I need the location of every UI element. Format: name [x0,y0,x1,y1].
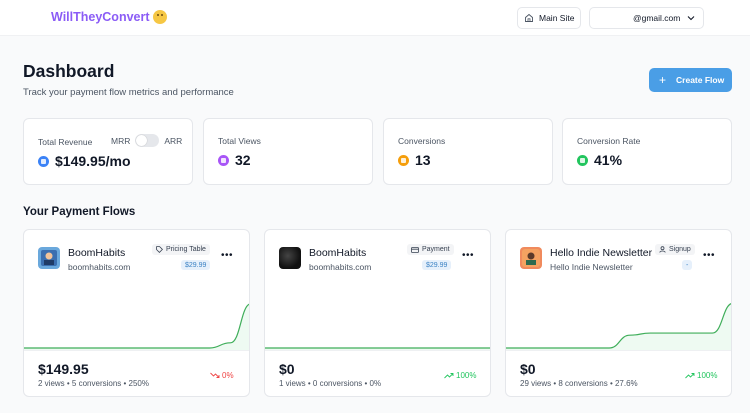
flow-card[interactable]: Hello Indie Newsletter Hello Indie Newsl… [505,229,732,397]
flow-name: Hello Indie Newsletter [550,247,653,259]
plus-icon: + [659,73,667,87]
sparkline-area [24,304,249,350]
divider [265,350,490,351]
stat-value-row: 41% [577,152,622,168]
flow-trend-value: 100% [697,371,718,380]
percent-icon [577,154,588,166]
app-logo[interactable]: WillTheyConvert [51,10,167,24]
mrr-arr-toggle[interactable] [135,134,160,147]
sparkline-line [506,303,731,349]
flow-trend: 100% [685,371,717,380]
flow-domain: boomhabits.com [309,262,372,272]
flow-trend: 100% [444,371,476,380]
more-options-icon[interactable]: ••• [703,250,716,261]
create-flow-label: Create Flow [676,75,725,85]
toggle-left-label: MRR [111,135,131,146]
flow-type-label: Pricing Table [166,246,206,253]
flow-card[interactable]: BoomHabits boomhabits.com Payment $29.99… [264,229,491,397]
stat-conversions: Conversions 13 [383,118,553,185]
stat-conversion-rate: Conversion Rate 41% [562,118,732,185]
dollar-icon [38,155,49,167]
flow-price-badge: $29.99 [181,260,211,270]
trending-up-icon [685,373,695,379]
bomb-avatar-icon [279,247,301,269]
trending-down-icon [210,372,220,378]
main-site-button[interactable]: Main Site [517,7,581,29]
mrr-arr-toggle-group: MRR ARR [111,134,182,147]
flow-amount: $0 [279,361,295,377]
flow-name: BoomHabits [68,247,126,259]
flow-meta: 29 views • 8 conversions • 27.6% [520,379,638,388]
divider [24,350,249,351]
flow-trend-value: 0% [222,371,234,380]
chevron-down-icon [687,16,695,21]
flow-amount: $149.95 [38,361,89,377]
flow-sparkline [24,304,249,350]
users-icon [218,154,229,166]
flow-price-badge: - [682,260,693,270]
page-title: Dashboard [23,61,115,81]
thinking-face-icon [152,10,167,24]
stat-value: 13 [415,152,431,168]
tag-icon [156,246,163,253]
account-menu[interactable]: @gmail.com [589,7,704,29]
flow-type-badge: Payment [407,244,454,255]
flow-domain: Hello Indie Newsletter [550,262,633,272]
stat-value: 41% [594,152,623,168]
stat-label: Conversion Rate [577,136,641,146]
sparkline-line [24,304,249,349]
top-bar: WillTheyConvert Main Site @gmail.com [0,0,750,36]
more-options-icon[interactable]: ••• [221,250,234,261]
flow-type-label: Signup [669,246,691,253]
flows-section-title: Your Payment Flows [23,206,136,218]
stat-value-row: 13 [398,152,431,168]
flow-trend: 0% [210,371,234,380]
flow-domain: boomhabits.com [68,262,131,272]
account-email: @gmail.com [633,13,681,23]
stat-value: $149.95/mo [55,153,131,169]
flow-meta: 2 views • 5 conversions • 250% [38,379,149,388]
stat-label: Total Revenue [38,137,93,147]
flow-price-badge: $29.99 [422,260,452,270]
card-icon [411,246,419,253]
flow-name: BoomHabits [309,247,367,259]
main-site-label: Main Site [539,13,575,23]
page-subtitle: Track your payment flow metrics and perf… [23,87,234,98]
flow-avatar [38,247,60,269]
flow-avatar [520,247,542,269]
flow-type-badge: Signup [655,244,695,255]
stat-label: Conversions [398,136,446,146]
home-icon [525,13,533,22]
sparkline-area [506,303,731,350]
more-options-icon[interactable]: ••• [462,250,475,261]
divider [506,350,731,351]
flow-amount: $0 [520,361,536,377]
stat-label: Total Views [218,136,261,146]
flow-type-badge: Pricing Table [152,244,210,255]
stat-value: 32 [235,152,251,168]
conversion-icon [398,154,409,166]
create-flow-button[interactable]: + Create Flow [649,68,732,92]
stat-total-revenue: Total Revenue MRR ARR $149.95/mo [23,118,193,185]
stat-value-row: $149.95/mo [38,153,131,169]
flow-meta: 1 views • 0 conversions • 0% [279,379,382,388]
flow-card[interactable]: BoomHabits boomhabits.com Pricing Table … [23,229,250,397]
user-icon [659,246,666,253]
stat-total-views: Total Views 32 [203,118,373,185]
toggle-right-label: ARR [164,135,183,146]
flow-sparkline [265,347,490,350]
flow-type-label: Payment [422,246,450,253]
flow-sparkline [506,303,731,350]
logo-text: WillTheyConvert [51,10,150,24]
stat-value-row: 32 [218,152,251,168]
flow-trend-value: 100% [456,371,477,380]
trending-up-icon [444,373,454,379]
